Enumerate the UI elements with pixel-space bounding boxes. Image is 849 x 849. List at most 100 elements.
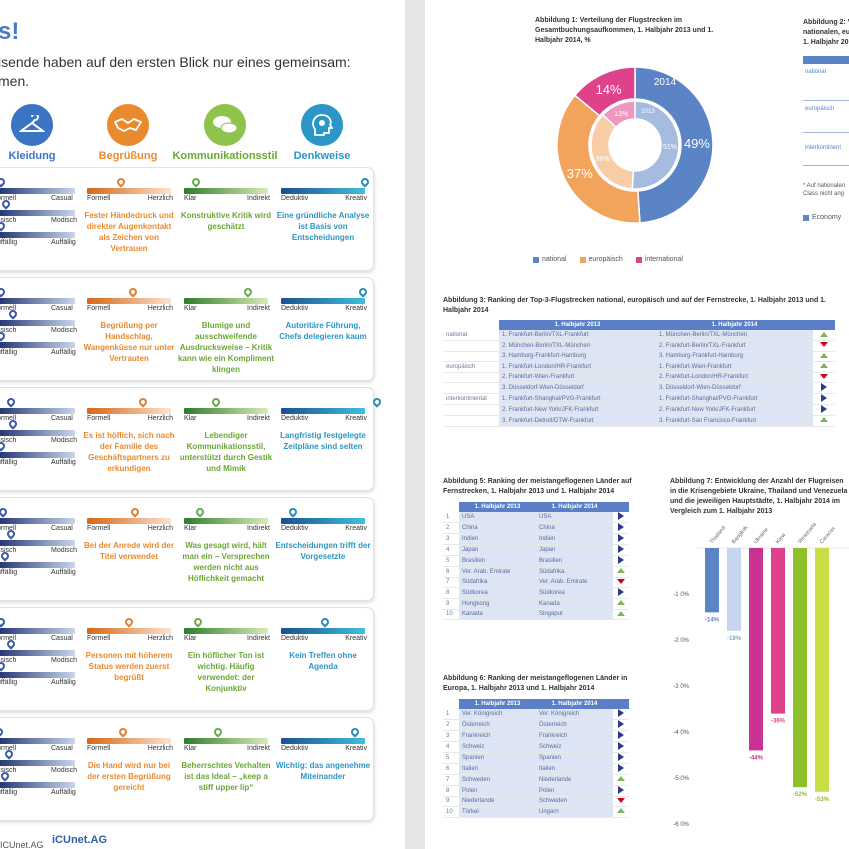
begr-description: Die Hand wird nur bei der ersten Begrüßu… — [87, 761, 171, 792]
trend-icon — [613, 566, 629, 578]
scale-label: ormell — [0, 195, 17, 202]
trend-rt-icon — [618, 720, 624, 728]
komm-scale-bar — [184, 518, 268, 524]
denk-description: Autoritäre Führung, Chefs delegieren kau… — [279, 321, 367, 341]
trend-icon — [813, 361, 835, 373]
position-marker — [349, 726, 361, 738]
trend-icon — [613, 598, 629, 610]
scale-label: ssisch — [0, 327, 17, 334]
value-2013: Brasilien — [459, 555, 536, 567]
trend-up-icon — [617, 776, 625, 782]
y-tick-label: -4 0% — [673, 730, 689, 736]
trend-dn-icon — [617, 578, 625, 584]
scale-label: Auffällig — [51, 569, 76, 576]
value-2014: Spanien — [536, 752, 613, 764]
dress-scale-bar — [0, 430, 75, 436]
figure2-title: Abbildung 2: V nationalen, eu 1. Halbjah… — [803, 19, 849, 46]
trend-up-icon — [820, 331, 828, 337]
table-row: 10 Kanada Singapur — [443, 609, 629, 620]
scale-label: Modisch — [51, 327, 78, 334]
row-label: 9 — [443, 598, 459, 610]
value-2014: Niederlande — [536, 774, 613, 786]
y-tick-label: -6 0% — [673, 822, 689, 828]
scale-label: Casual — [51, 415, 73, 422]
table-row: 8 Polen Polen — [443, 785, 629, 797]
donut-slice-international — [601, 100, 636, 129]
denk-description: Eine gründliche Analyse ist Basis von En… — [276, 211, 370, 242]
scale-label: ssisch — [0, 217, 17, 224]
scale-label: Casual — [51, 195, 73, 202]
value-2014: 3. Düsseldorf-Wien-Düsseldorf — [656, 382, 813, 394]
dress-scale-bar — [0, 408, 75, 414]
scale-label: Indirekt — [247, 305, 270, 312]
scale-label: Kreativ — [345, 745, 367, 752]
begr-scale-bar — [87, 408, 171, 414]
row-label — [443, 404, 499, 416]
trend-icon — [613, 544, 629, 556]
komm-description: Blumige und ausschweifende Ausdrucksweis… — [178, 321, 275, 374]
table-row: 2 China China — [443, 522, 629, 534]
scale-label: ormell — [0, 635, 17, 642]
scale-label: Herzlich — [147, 525, 173, 532]
row-label — [443, 415, 499, 427]
position-marker — [127, 286, 139, 298]
value-2014: Indien — [536, 533, 613, 545]
scale-label: Deduktiv — [281, 635, 309, 642]
row-label: interkontinental — [443, 393, 499, 405]
value-2014: USA — [536, 512, 613, 523]
value-2014: Schweiz — [536, 741, 613, 753]
panel-title: s! — [0, 18, 20, 45]
row-label: 8 — [443, 785, 459, 797]
scale-label: uffällig — [0, 679, 18, 686]
value-2013: Italien — [459, 763, 536, 775]
category-label: Ukraine — [753, 527, 770, 545]
komm-description: Lebendiger Kommunikationsstil, unterstüt… — [179, 431, 273, 473]
trend-icon — [613, 806, 629, 818]
value-2014: Japan — [536, 544, 613, 556]
slice-value-label: 36% — [595, 156, 609, 163]
trend-icon — [613, 774, 629, 786]
bar-value-label: -53% — [815, 797, 830, 803]
figure2-divider — [803, 132, 849, 133]
begr-description: Bei der Anrede wird der Titel verwendet — [84, 541, 174, 561]
scale-label: Auffällig — [51, 459, 76, 466]
position-marker — [129, 506, 141, 518]
footer-label: ICUnet.AG — [0, 840, 44, 849]
table-row: 8 Südkorea Südkorea — [443, 587, 629, 599]
scale-label: Klar — [184, 415, 197, 422]
figure2-row-label: europäisch — [805, 106, 835, 112]
scale-label: Indirekt — [247, 415, 270, 422]
position-marker — [359, 176, 371, 188]
scale-label: Formell — [87, 635, 111, 642]
value-2014: 2. Frankfurt-New York/JFK-Frankfurt — [656, 404, 813, 416]
trend-up-icon — [820, 363, 828, 369]
trend-icon — [613, 741, 629, 753]
scale-label: Formell — [87, 415, 111, 422]
denk-description: Kein Treffen ohne Agenda — [289, 651, 357, 671]
scale-label: Deduktiv — [281, 415, 309, 422]
trend-rt-icon — [618, 534, 624, 542]
y-tick-label: -1 0% — [673, 592, 689, 598]
bar-Kiew — [771, 548, 785, 714]
trend-rt-icon — [618, 588, 624, 596]
trend-icon — [813, 372, 835, 383]
scale-label: Deduktiv — [281, 525, 309, 532]
figure5-title: Abbildung 5: Ranking der meistangeflogen… — [443, 478, 632, 495]
value-2014: 1. München-Berlin/TXL-München — [656, 330, 813, 341]
value-2013: Türkei — [459, 806, 536, 818]
begr-description: Begrüßung per Handschlag, Wangenküsse nu… — [83, 321, 175, 363]
scale-label: Klar — [184, 635, 197, 642]
scale-label: Deduktiv — [281, 195, 309, 202]
scale-label: ssisch — [0, 547, 17, 554]
scale-label: Kreativ — [345, 525, 367, 532]
value-2013: Südafrika — [459, 577, 536, 588]
category-kleidung: Kleidung — [8, 150, 56, 162]
scale-label: ormell — [0, 525, 17, 532]
table-row: europäisch 1. Frankfurt-London/HR-Frankfu… — [443, 361, 835, 373]
scale-label: Formell — [87, 305, 111, 312]
trend-icon — [613, 796, 629, 807]
scale-label: Auffällig — [51, 349, 76, 356]
scale-label: Indirekt — [247, 745, 270, 752]
country-card: ormell Casual ssisch Modisch uffällig Auffäll… — [0, 167, 374, 271]
position-marker — [319, 616, 331, 628]
